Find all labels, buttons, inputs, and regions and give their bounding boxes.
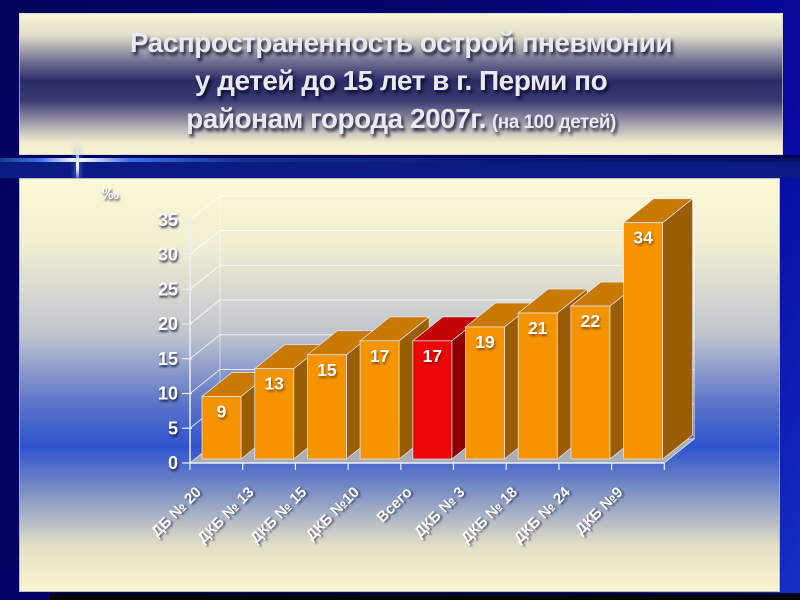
gridline-depth — [189, 299, 221, 325]
bar-value-label: 17 — [423, 346, 442, 366]
y-tick-label: 20 — [158, 314, 178, 334]
bar-front — [412, 340, 453, 460]
bar-value-label: 19 — [475, 332, 495, 352]
x-category-label: ДКБ № 13 — [194, 484, 257, 547]
title-note: (на 100 детей) — [491, 112, 616, 133]
bar-value-label: 15 — [317, 360, 337, 380]
y-tick-label: 35 — [158, 210, 178, 230]
divider-decoration — [0, 146, 800, 181]
gridline-depth — [189, 230, 221, 255]
y-tick-label: 5 — [168, 418, 178, 438]
bar-value-label: 21 — [528, 318, 548, 338]
title-line-2: у детей до 15 лет в г. Перми по — [194, 65, 608, 96]
x-category-label: ДКБ № 15 — [247, 484, 310, 547]
y-axis-unit-label: ‰ — [102, 184, 119, 203]
x-category-label: ДКБ №10 — [303, 484, 363, 544]
bar-front — [465, 326, 505, 460]
slide-title-box: Распространенность острой пневмонии у де… — [19, 13, 783, 155]
y-tick-label: 15 — [158, 349, 178, 369]
y-tick-label: 10 — [158, 384, 178, 404]
bar-front — [254, 368, 295, 460]
bar-front — [570, 305, 611, 460]
y-tick-label: 0 — [168, 453, 178, 473]
title-line-3: районам города 2007г. (на 100 детей) — [20, 100, 782, 142]
title-line-1: Распространенность острой пневмонии — [129, 27, 673, 58]
x-category-label: Всего — [373, 484, 415, 526]
x-category-label: ДКБ № 18 — [458, 484, 521, 547]
bar-value-label: 22 — [581, 311, 601, 331]
bar-front — [306, 354, 347, 460]
cross-marker — [76, 146, 79, 181]
y-tick-label: 25 — [158, 279, 178, 299]
chart-area: ‰ 0 5 10 15 20 25 30 35 9 13 15 17 17 19 21 22 34 ДБ № 20… — [19, 178, 780, 592]
bottom-bar-decoration — [50, 593, 800, 600]
bar-value-label: 17 — [370, 346, 389, 366]
gridline-depth — [189, 334, 221, 360]
bar-front — [623, 222, 663, 460]
bar-value-label: 9 — [217, 401, 227, 421]
bar-front — [517, 312, 558, 460]
bar-front — [359, 340, 400, 460]
y-tick-label: 30 — [158, 245, 178, 265]
title-line-3-text: районам города 2007г. — [186, 103, 486, 134]
bar-front — [201, 396, 242, 460]
bar-value-label: 13 — [264, 374, 284, 394]
glow-line — [0, 158, 800, 162]
bar-value-label: 34 — [633, 228, 653, 248]
bar-side — [662, 197, 693, 460]
x-category-label: ДКБ № 24 — [511, 483, 575, 547]
divider-band — [0, 162, 800, 178]
gridline-depth — [189, 264, 221, 290]
gridline-depth — [189, 369, 221, 394]
gridline-depth — [189, 195, 221, 221]
x-category-label: ДКБ №9 — [572, 484, 626, 538]
